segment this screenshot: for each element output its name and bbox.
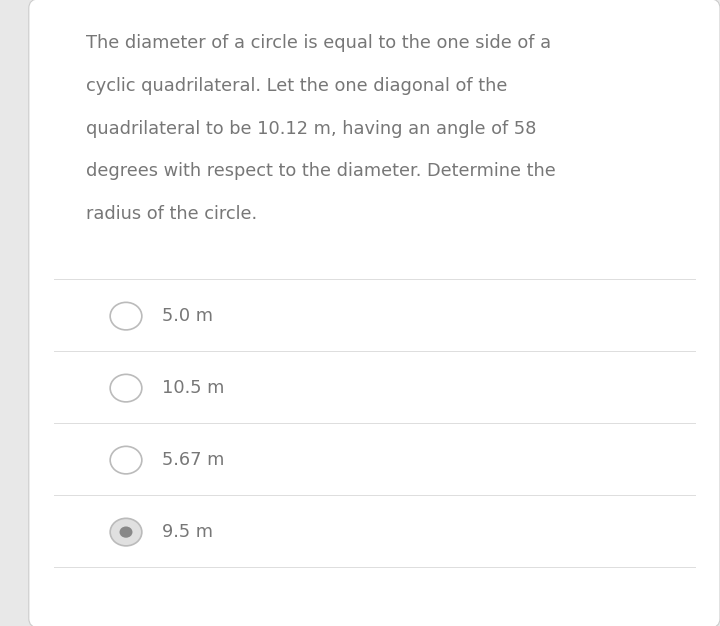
Text: 5.67 m: 5.67 m	[162, 451, 225, 469]
Text: The diameter of a circle is equal to the one side of a: The diameter of a circle is equal to the…	[86, 34, 552, 53]
Text: 10.5 m: 10.5 m	[162, 379, 225, 397]
Text: 9.5 m: 9.5 m	[162, 523, 213, 541]
Circle shape	[110, 518, 142, 546]
Circle shape	[120, 526, 132, 538]
FancyBboxPatch shape	[29, 0, 720, 626]
Text: 5.0 m: 5.0 m	[162, 307, 213, 325]
Text: cyclic quadrilateral. Let the one diagonal of the: cyclic quadrilateral. Let the one diagon…	[86, 77, 508, 95]
Text: radius of the circle.: radius of the circle.	[86, 205, 258, 223]
Text: quadrilateral to be 10.12 m, having an angle of 58: quadrilateral to be 10.12 m, having an a…	[86, 120, 537, 138]
Text: degrees with respect to the diameter. Determine the: degrees with respect to the diameter. De…	[86, 162, 556, 180]
